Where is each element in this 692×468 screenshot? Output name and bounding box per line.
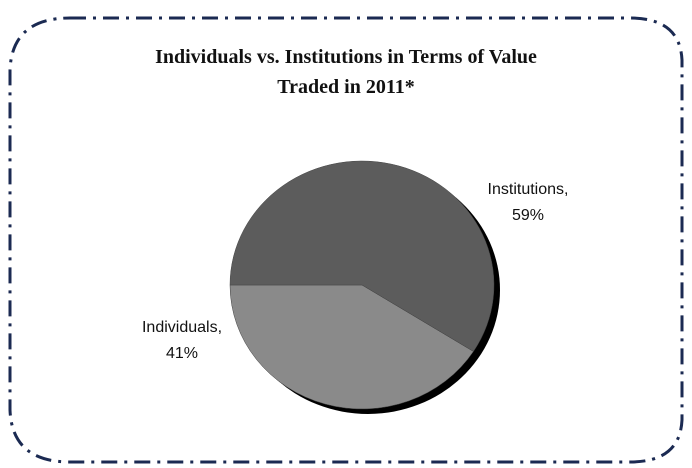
slice-value-label: 59% bbox=[512, 207, 544, 224]
pie-slice bbox=[229, 160, 495, 352]
chart-title: Individuals vs. Institutions in Terms of… bbox=[155, 46, 547, 98]
slice-category-label: Individuals, bbox=[142, 319, 222, 336]
slice-category-label: Institutions, bbox=[488, 181, 569, 198]
frame-border bbox=[8, 16, 684, 464]
pie-slice bbox=[229, 284, 474, 410]
slice-value-label: 41% bbox=[166, 345, 198, 362]
